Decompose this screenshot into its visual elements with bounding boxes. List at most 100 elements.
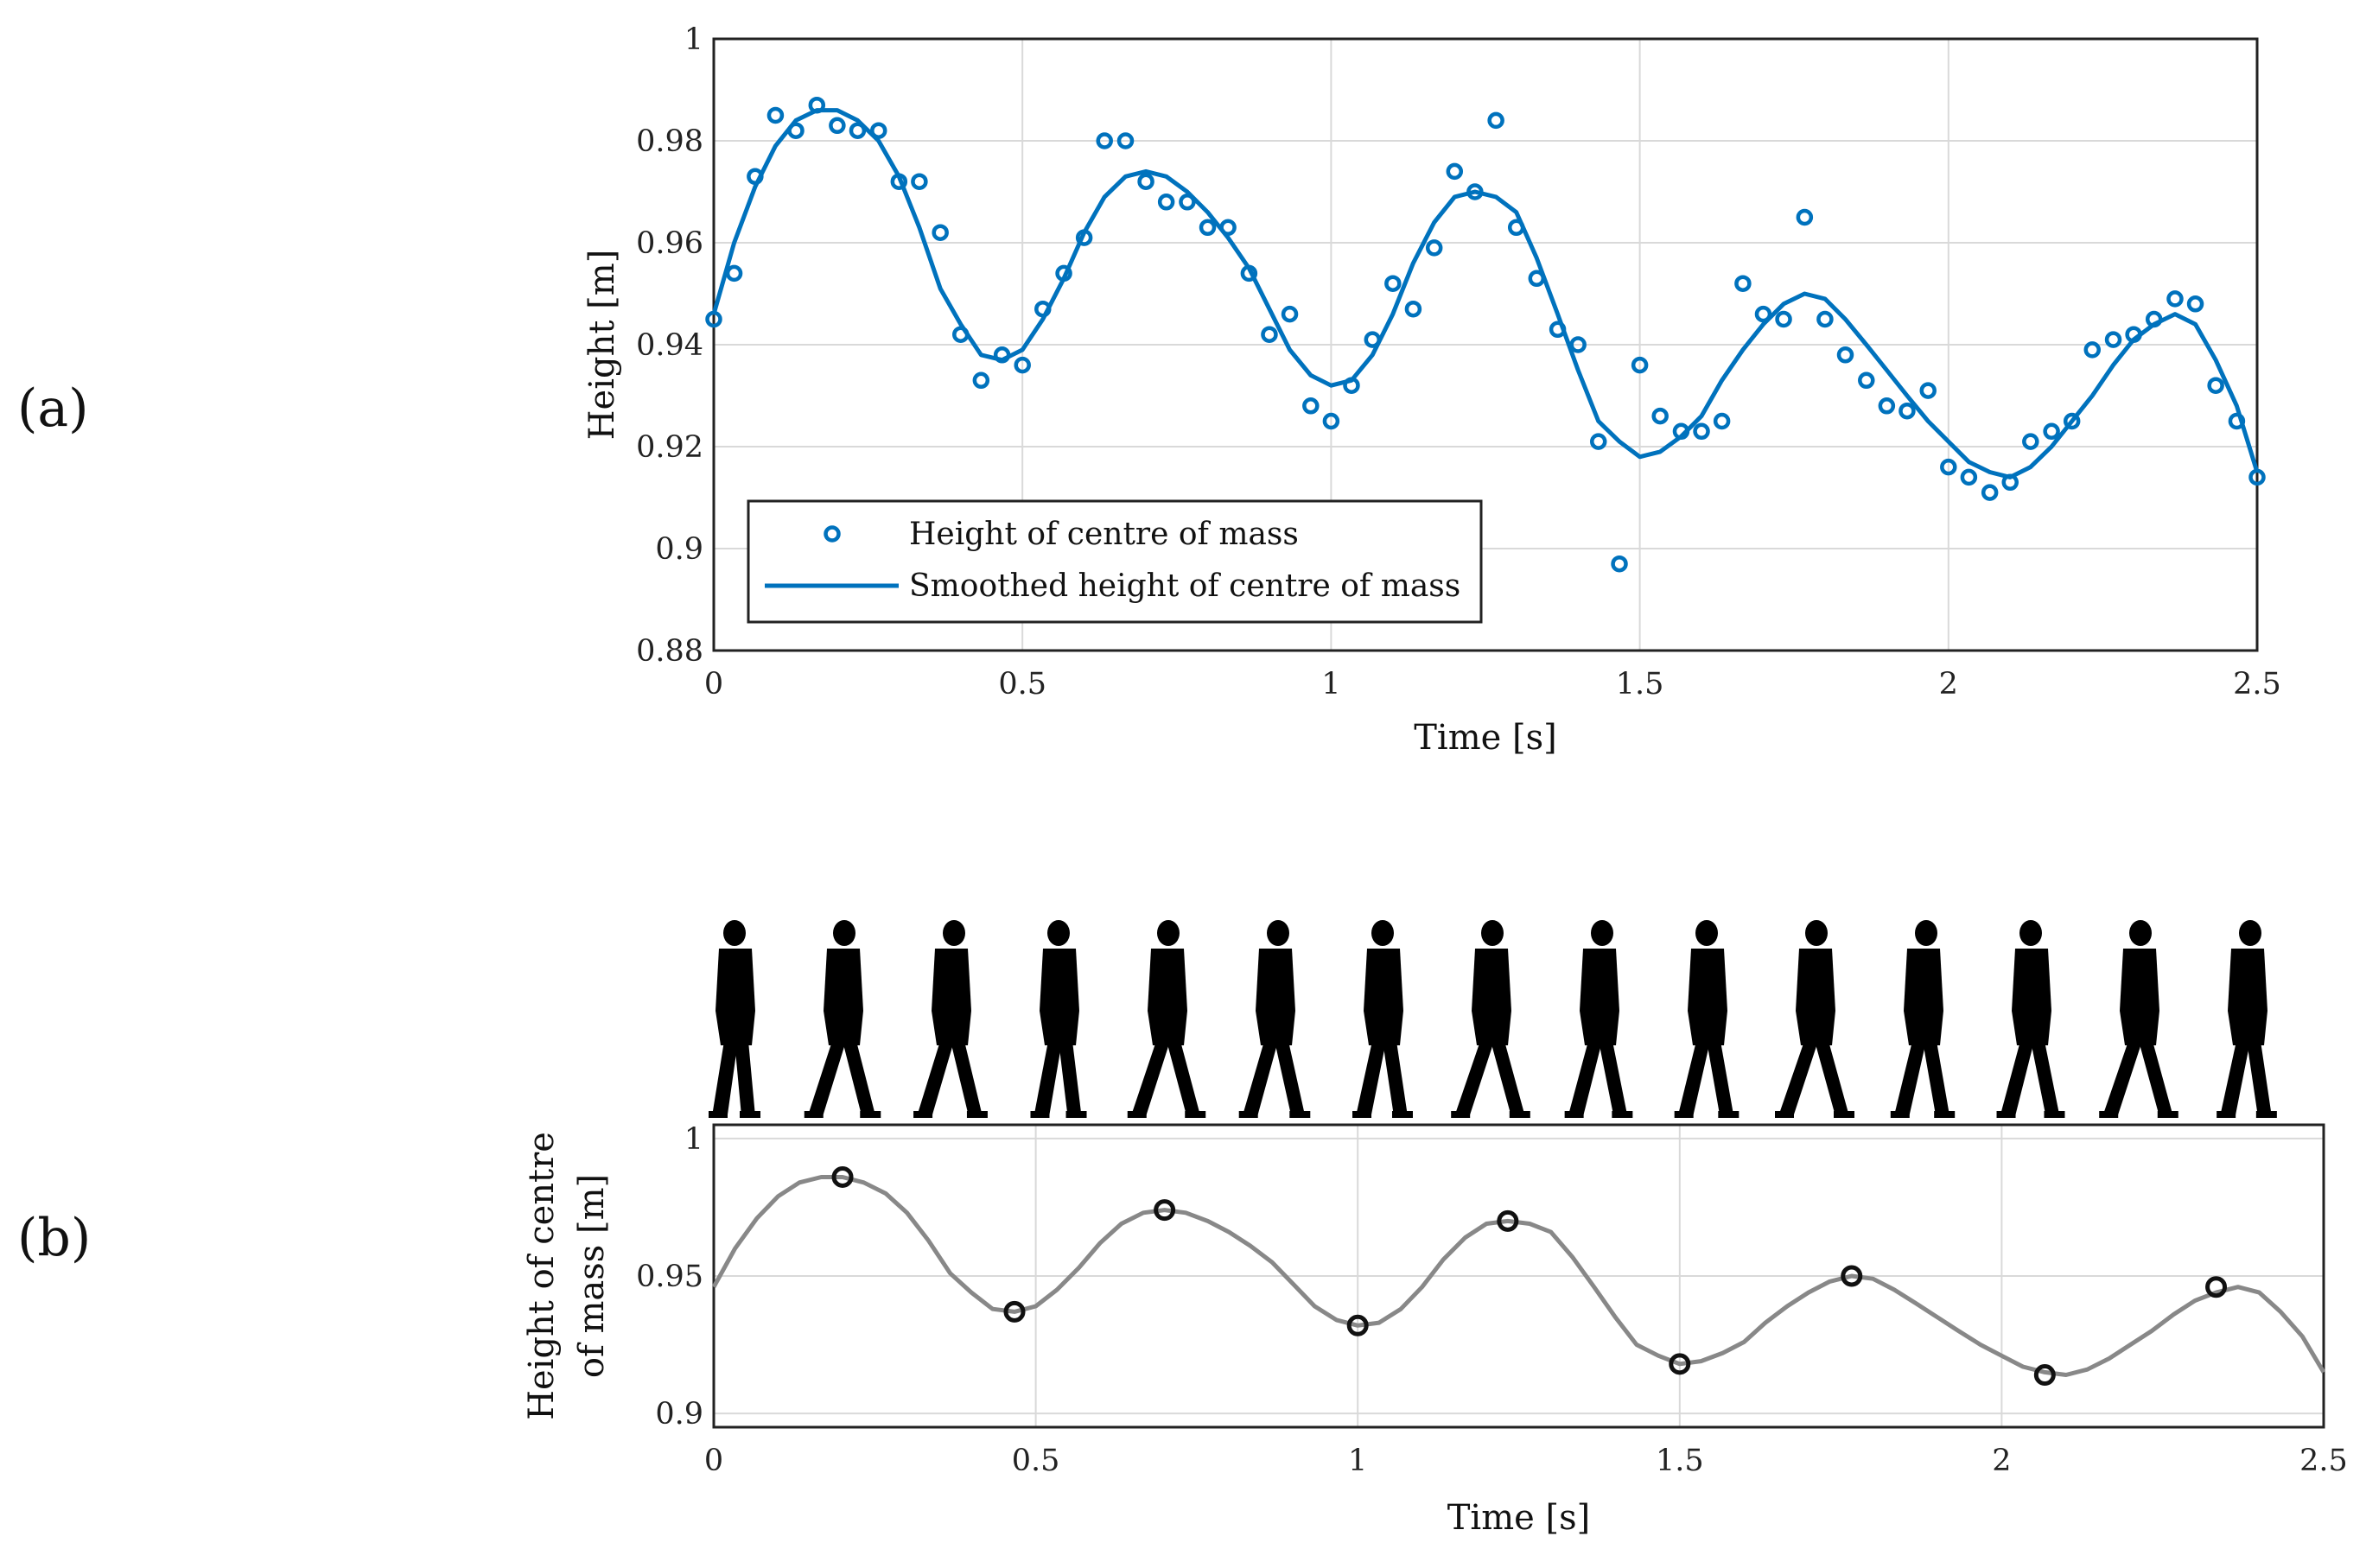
walker-silhouette xyxy=(1030,920,1087,1118)
height-data-point xyxy=(2145,310,2163,328)
height-data-point xyxy=(2001,473,2019,492)
height-data-point xyxy=(1672,422,1690,441)
walker-front-foot xyxy=(740,1111,760,1118)
plot-frame xyxy=(712,1123,2325,1429)
height-data-point xyxy=(1981,484,1999,501)
height-data-point xyxy=(1116,132,1135,149)
walker-front-foot xyxy=(2157,1111,2178,1118)
walker-back-leg xyxy=(1356,1041,1386,1116)
walker-torso xyxy=(716,949,755,1045)
walker-back-leg xyxy=(1778,1041,1818,1116)
height-data-point xyxy=(1858,371,1875,390)
height-data-point xyxy=(1364,331,1382,348)
walker-torso xyxy=(1796,949,1835,1045)
x-tick-label: 1.5 xyxy=(1656,1444,1704,1478)
height-data-point xyxy=(1816,310,1834,328)
y-axis-label-line-1: Height of centre xyxy=(522,1132,562,1420)
walker-head xyxy=(1157,920,1180,946)
walker-silhouette xyxy=(1451,920,1530,1118)
height-data-point xyxy=(2083,341,2102,359)
extremum-marker xyxy=(831,1165,854,1188)
walker-silhouette xyxy=(709,920,760,1118)
walker-torso xyxy=(2228,949,2267,1045)
height-data-point xyxy=(1425,239,1443,257)
walker-torso xyxy=(1688,949,1727,1045)
height-data-point xyxy=(1055,264,1072,282)
height-data-point xyxy=(1240,264,1258,282)
height-data-point xyxy=(869,122,887,139)
walker-front-foot xyxy=(1391,1111,1413,1118)
height-data-point xyxy=(1446,162,1464,181)
y-tick-label: 1 xyxy=(684,1122,703,1157)
height-data-point xyxy=(952,326,970,343)
height-data-point xyxy=(1014,356,1031,374)
walker-silhouette xyxy=(1775,920,1854,1118)
walker-torso xyxy=(1040,949,1079,1045)
walker-head xyxy=(1591,920,1613,946)
height-data-point xyxy=(1960,468,1978,486)
height-data-point xyxy=(890,173,908,190)
height-data-point xyxy=(1569,336,1587,353)
walker-silhouette xyxy=(804,920,881,1118)
walker-silhouette xyxy=(2217,920,2277,1118)
y-tick-label: 0.94 xyxy=(636,328,703,363)
walker-silhouette xyxy=(2099,920,2178,1118)
height-data-point xyxy=(725,264,743,282)
height-data-point xyxy=(747,168,764,186)
walker-torso xyxy=(1148,949,1187,1045)
legend-box xyxy=(747,499,1483,624)
walker-back-foot xyxy=(1564,1111,1584,1118)
walker-back-leg xyxy=(1242,1041,1278,1116)
walker-torso xyxy=(932,949,971,1045)
height-data-point xyxy=(2166,290,2184,308)
walker-head xyxy=(1371,920,1394,946)
walker-front-foot xyxy=(966,1111,988,1118)
walker-torso xyxy=(1904,949,1943,1045)
height-data-point xyxy=(1940,458,1957,476)
x-tick-label: 0.5 xyxy=(998,667,1046,701)
walker-front-leg xyxy=(1815,1041,1849,1116)
walker-back-foot xyxy=(1674,1111,1694,1118)
height-data-point xyxy=(1466,183,1484,200)
height-data-point xyxy=(1631,356,1649,374)
height-data-point xyxy=(1611,555,1628,573)
height-data-point xyxy=(1549,321,1567,339)
walker-back-foot xyxy=(2099,1111,2119,1118)
y-tick-label: 0.95 xyxy=(636,1260,703,1294)
height-data-point xyxy=(1836,346,1854,364)
walker-front-foot xyxy=(2255,1111,2277,1118)
walker-silhouette xyxy=(1996,920,2065,1118)
y-tick-label: 0.88 xyxy=(636,634,703,669)
height-data-point xyxy=(1199,219,1217,237)
height-data-point xyxy=(1754,305,1772,323)
walker-back-foot xyxy=(1030,1111,1050,1118)
walker-silhouette xyxy=(1352,920,1413,1118)
height-data-point xyxy=(2063,412,2081,430)
walker-front-leg xyxy=(1383,1041,1408,1116)
walker-head xyxy=(1481,920,1504,946)
walker-front-foot xyxy=(1065,1111,1087,1118)
walker-head xyxy=(2019,920,2042,946)
walker-back-leg xyxy=(917,1041,954,1116)
walker-back-leg xyxy=(2220,1041,2250,1116)
walker-head xyxy=(1915,920,1937,946)
walker-silhouette xyxy=(1674,920,1740,1118)
walker-front-leg xyxy=(1491,1041,1525,1116)
chart-b: 0 0.5 1 1.5 2 2.5 0.9 0.95 1 Time [s] Height of ce… xyxy=(522,1122,2348,1538)
y-tick-label: 0.9 xyxy=(655,1397,703,1432)
walker-front-foot xyxy=(1934,1111,1956,1118)
walker-front-leg xyxy=(1707,1041,1734,1116)
height-data-point xyxy=(1302,397,1320,415)
extremum-marker xyxy=(2205,1276,2228,1298)
height-data-point xyxy=(2207,377,2224,394)
walker-head xyxy=(1267,920,1289,946)
height-data-point xyxy=(2022,433,2039,450)
height-data-point xyxy=(1693,422,1710,441)
walker-front-leg xyxy=(1599,1041,1628,1116)
height-data-point xyxy=(2125,326,2142,343)
height-data-point xyxy=(1384,275,1402,292)
height-data-point xyxy=(1343,377,1360,394)
height-data-point xyxy=(993,346,1011,364)
walker-back-leg xyxy=(1130,1041,1170,1116)
